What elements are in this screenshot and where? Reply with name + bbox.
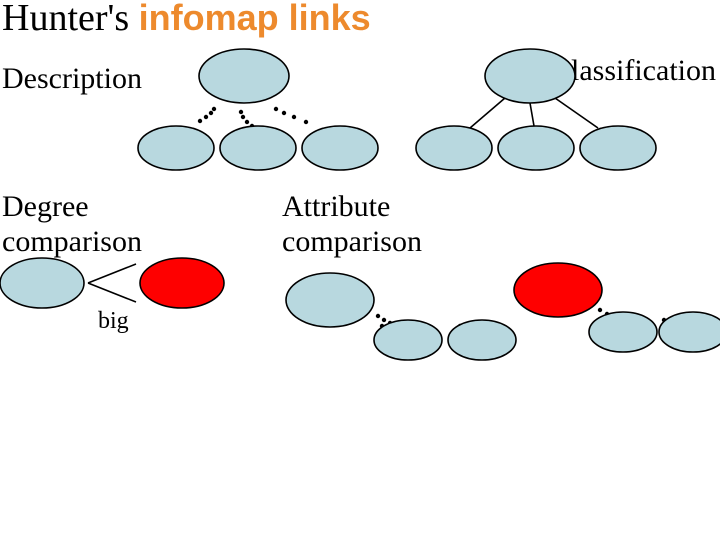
lt-symbol-line xyxy=(88,283,136,302)
diagram-canvas xyxy=(0,0,720,540)
description-connector-dot xyxy=(212,107,216,111)
attribute-node xyxy=(374,320,442,360)
description-connector-dot xyxy=(209,111,213,115)
description-connector-dot xyxy=(304,120,308,124)
description-connector-dot xyxy=(282,111,286,115)
attribute-node xyxy=(514,263,602,317)
classification-child-node xyxy=(498,126,574,170)
attribute-node xyxy=(286,273,374,327)
description-connector-dot xyxy=(198,119,202,123)
classification-connector-line xyxy=(530,103,534,126)
attribute-node xyxy=(659,312,720,352)
lt-symbol-line xyxy=(88,264,136,283)
description-connector-dot xyxy=(239,110,243,114)
classification-child-node xyxy=(580,126,656,170)
attribute-connector-dot xyxy=(598,308,602,312)
description-connector-dot xyxy=(292,115,296,119)
classification-child-node xyxy=(416,126,492,170)
description-connector-dot xyxy=(245,120,249,124)
description-connector-dot xyxy=(204,115,208,119)
description-connector-dot xyxy=(241,115,245,119)
degree-right-node xyxy=(140,258,224,308)
degree-left-node xyxy=(0,258,84,308)
description-parent-node xyxy=(199,49,289,103)
attribute-node xyxy=(448,320,516,360)
attribute-connector-dot xyxy=(382,318,386,322)
description-child-node xyxy=(220,126,296,170)
attribute-connector-dot xyxy=(376,314,380,318)
description-child-node xyxy=(138,126,214,170)
classification-connector-line xyxy=(470,98,505,128)
classification-connector-line xyxy=(555,98,598,128)
description-connector-dot xyxy=(274,107,278,111)
classification-parent-node xyxy=(485,49,575,103)
attribute-node xyxy=(589,312,657,352)
description-child-node xyxy=(302,126,378,170)
